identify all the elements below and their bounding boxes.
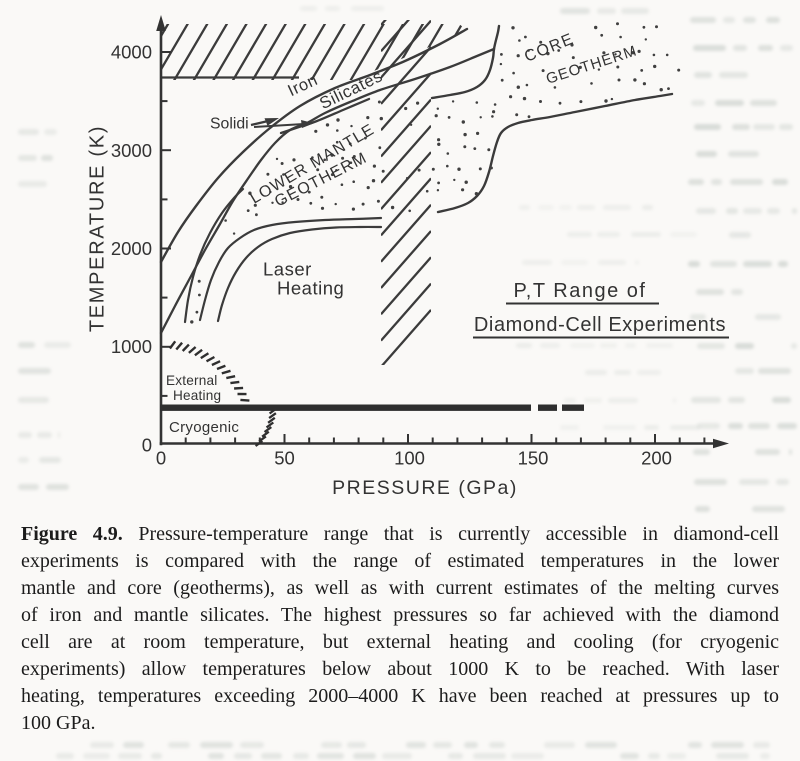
svg-text:2000: 2000 — [111, 238, 152, 259]
svg-text:Solidi: Solidi — [210, 116, 249, 133]
svg-text:PRESSURE (GPa): PRESSURE (GPa) — [332, 477, 518, 499]
svg-text:4000: 4000 — [111, 42, 152, 63]
svg-text:Diamond-Cell Experiments: Diamond-Cell Experiments — [474, 314, 726, 336]
svg-text:50: 50 — [274, 448, 295, 469]
svg-text:Heating: Heating — [277, 278, 344, 299]
svg-text:Cryogenic: Cryogenic — [169, 419, 239, 436]
svg-text:Heating: Heating — [173, 388, 221, 403]
svg-text:CORE: CORE — [522, 31, 576, 66]
svg-text:200: 200 — [641, 448, 672, 469]
svg-text:150: 150 — [518, 448, 549, 469]
svg-text:100: 100 — [394, 448, 425, 469]
svg-text:Laser: Laser — [263, 259, 312, 280]
svg-text:0: 0 — [156, 448, 166, 469]
svg-text:TEMPERATURE (K): TEMPERATURE (K) — [87, 125, 109, 332]
svg-text:1000: 1000 — [111, 336, 152, 357]
svg-text:External: External — [166, 373, 217, 388]
svg-text:0: 0 — [142, 435, 152, 456]
svg-text:P,T Range of: P,T Range of — [514, 280, 647, 302]
svg-text:3000: 3000 — [111, 140, 152, 161]
